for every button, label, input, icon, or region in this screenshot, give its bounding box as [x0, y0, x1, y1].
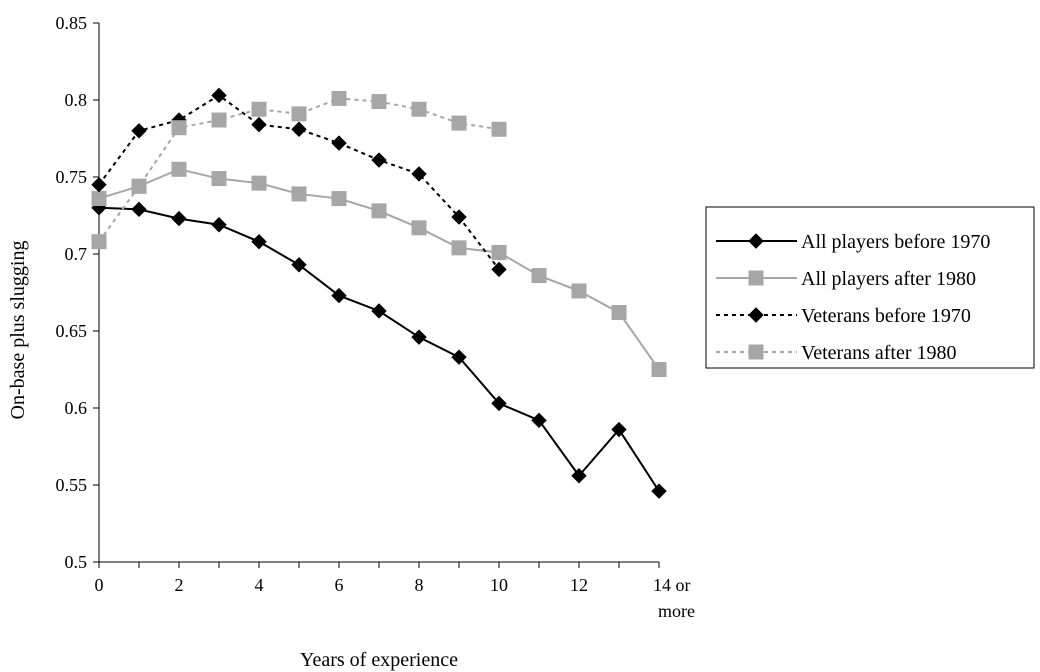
- data-point: [571, 283, 587, 299]
- data-point: [131, 123, 147, 139]
- legend-item[interactable]: All players after 1980: [716, 268, 976, 290]
- data-point: [251, 101, 267, 117]
- data-point: [291, 186, 307, 202]
- y-tick-label: 0.75: [56, 167, 88, 187]
- legend-box: [705, 206, 1035, 369]
- data-point: [451, 209, 467, 225]
- data-point: [91, 234, 107, 250]
- data-point: [531, 412, 547, 429]
- data-point: [251, 175, 267, 191]
- data-point: [651, 483, 667, 499]
- series-line: [98, 94, 500, 271]
- data-point: [91, 191, 107, 207]
- data-point: [451, 349, 467, 365]
- data-point: [331, 135, 347, 151]
- x-axis-title: Years of experience: [300, 649, 458, 671]
- data-point: [171, 210, 187, 227]
- series-layer: [91, 87, 667, 499]
- legend-item[interactable]: Veterans after 1980: [716, 342, 957, 364]
- legend-label: Veterans after 1980: [801, 342, 957, 364]
- series-2: [91, 161, 667, 377]
- data-point: [491, 395, 507, 412]
- data-point: [331, 287, 347, 304]
- data-point: [131, 178, 147, 194]
- series-line: [98, 168, 660, 371]
- data-point: [251, 116, 267, 133]
- data-point: [451, 240, 467, 256]
- y-tick-label: 0.65: [56, 321, 88, 341]
- data-point: [251, 233, 267, 250]
- series-line: [98, 97, 500, 243]
- y-tick-label: 0.5: [65, 552, 88, 572]
- data-point: [451, 115, 467, 131]
- series-4: [91, 90, 507, 250]
- legend-label: Veterans before 1970: [801, 305, 971, 327]
- data-point: [371, 203, 387, 219]
- data-point: [371, 94, 387, 110]
- data-point: [491, 261, 507, 278]
- x-axis-ticks: 0 2 4 6 8 10 12 14 or more: [95, 562, 695, 621]
- data-point: [211, 217, 227, 233]
- series-line: [98, 206, 660, 492]
- data-point: [411, 329, 427, 345]
- legend-marker: [748, 270, 764, 286]
- legend-marker: [748, 307, 764, 323]
- x-tick-label: 12: [570, 575, 588, 595]
- data-point: [371, 303, 387, 319]
- legend-label: All players before 1970: [801, 231, 990, 253]
- y-axis-title: On-base plus slugging: [7, 241, 29, 420]
- data-point: [611, 421, 627, 438]
- y-tick-label: 0.85: [56, 13, 88, 33]
- data-point: [211, 87, 227, 104]
- data-point: [611, 305, 627, 321]
- y-axis-ticks: 0.5 0.55 0.6 0.65 0.7 0.75 0.8 0.85: [56, 13, 99, 572]
- data-point: [131, 201, 147, 218]
- legend-item[interactable]: Veterans before 1970: [716, 305, 971, 327]
- data-point: [211, 171, 227, 187]
- data-point: [491, 121, 507, 137]
- legend-item[interactable]: All players before 1970: [716, 231, 990, 253]
- data-point: [331, 90, 347, 106]
- data-point: [411, 220, 427, 236]
- data-point: [371, 152, 387, 168]
- legend[interactable]: All players before 1970 All players after…: [705, 206, 1035, 369]
- x-tick-label: 8: [415, 575, 424, 595]
- data-point: [491, 244, 507, 260]
- x-tick-label: 0: [95, 575, 104, 595]
- data-point: [531, 268, 547, 284]
- data-point: [411, 166, 427, 182]
- y-tick-label: 0.8: [65, 90, 88, 110]
- series-1: [91, 200, 667, 499]
- legend-items: All players before 1970 All players after…: [716, 231, 990, 364]
- data-point: [171, 161, 187, 177]
- data-point: [171, 120, 187, 136]
- data-point: [651, 362, 667, 377]
- data-point: [91, 176, 107, 193]
- series-3: [91, 87, 507, 278]
- y-tick-label: 0.6: [65, 398, 88, 418]
- x-tick-label: 14 or more: [653, 575, 695, 621]
- data-point: [291, 121, 307, 137]
- x-tick-label: 6: [335, 575, 344, 595]
- x-tick-label: 2: [175, 575, 184, 595]
- data-point: [411, 101, 427, 117]
- x-tick-label: 4: [255, 575, 264, 595]
- legend-marker: [748, 233, 764, 249]
- legend-label: All players after 1980: [801, 268, 976, 290]
- data-point: [291, 106, 307, 122]
- x-tick-label: 10: [490, 575, 508, 595]
- data-point: [571, 468, 587, 484]
- y-tick-label: 0.55: [56, 475, 88, 495]
- y-tick-label: 0.7: [65, 244, 88, 264]
- data-point: [331, 191, 347, 207]
- data-point: [291, 257, 307, 273]
- legend-marker: [748, 344, 764, 360]
- data-point: [211, 112, 227, 128]
